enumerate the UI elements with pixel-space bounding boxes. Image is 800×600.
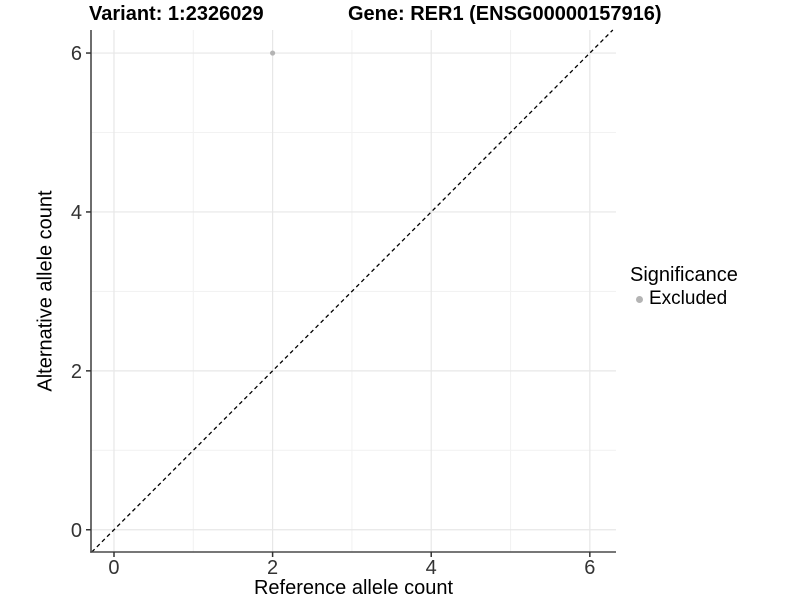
legend-items: Excluded [630,288,800,310]
legend-item: Excluded [630,288,800,310]
x-tick-label: 4 [426,557,437,579]
plot-title-variant: Variant: 1:2326029 [89,3,264,25]
x-tick-label: 6 [584,557,595,579]
plot-title-gene: Gene: RER1 (ENSG00000157916) [348,3,662,25]
x-tick-label: 2 [267,557,278,579]
legend: Significance Excluded [630,263,800,310]
legend-key-dot-icon [636,295,643,303]
x-axis-title: Reference allele count [253,577,453,599]
y-tick-label: 6 [71,43,82,65]
identity-dashed-line [91,29,614,553]
x-tick-label: 0 [108,557,119,579]
y-axis-title: Alternative allele count [34,190,57,392]
legend-item-label: Excluded [649,288,728,309]
y-tick-label: 4 [71,202,82,224]
y-tick-label: 0 [71,520,82,542]
data-point [270,50,276,56]
legend-title: Significance [630,264,738,286]
y-tick-label: 2 [71,361,82,383]
